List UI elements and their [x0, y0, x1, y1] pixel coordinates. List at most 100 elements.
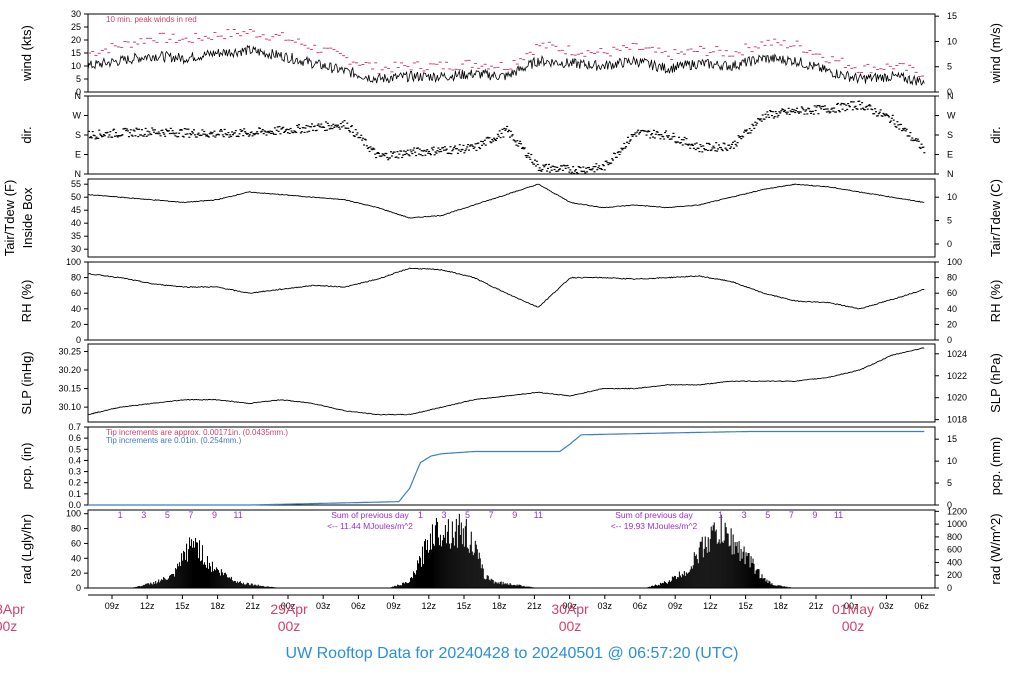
left-tick-label: 0.2 [68, 478, 81, 488]
left-tick-label: 60 [71, 288, 81, 298]
time-tick-label: 15z [175, 601, 190, 611]
y-axis-label-right: dir. [988, 126, 1003, 143]
left-tick-label: 0.1 [68, 489, 81, 499]
left-tick-label: 0.4 [68, 455, 81, 465]
left-tick-label: 0.6 [68, 433, 81, 443]
date-label-day: 01May [832, 601, 874, 617]
y-axis-label-left: Tair/Tdew (F) [2, 180, 17, 257]
date-label-day: 30Apr [551, 601, 589, 617]
left-tick-label: 30.15 [58, 384, 81, 394]
series-line-pcp [88, 430, 925, 506]
time-tick-label: 18z [492, 601, 507, 611]
right-tick-label: 400 [947, 557, 962, 567]
series-line-rh [87, 267, 925, 310]
solar-hour-mark: 11 [534, 510, 543, 520]
time-tick-label: 18z [210, 601, 225, 611]
left-tick-label: 80 [71, 273, 81, 283]
time-tick-label: 15z [738, 601, 753, 611]
left-tick-label: 40 [71, 218, 81, 228]
left-tick-label: 100 [66, 509, 81, 519]
solar-hour-mark: 1 [418, 510, 423, 520]
right-tick-label: 1020 [947, 393, 967, 403]
right-tick-label: 1018 [947, 415, 967, 425]
left-tick-label: 30 [71, 9, 81, 19]
y-axis-label-right: wind (m/s) [988, 23, 1003, 84]
time-tick-label: 09z [105, 601, 120, 611]
left-tick-label: W [73, 111, 82, 121]
right-tick-label: 200 [947, 570, 962, 580]
left-tick-label: 0.3 [68, 467, 81, 477]
right-tick-label: 5 [947, 478, 952, 488]
date-label-day: 28Apr [0, 601, 25, 617]
y-axis-label-left: RH (%) [19, 280, 34, 323]
tip-note-blue: Tip increments are 0.01in. (0.254mm.) [106, 436, 242, 445]
series-line-wind [87, 44, 925, 86]
time-tick-label: 03z [598, 601, 613, 611]
right-tick-label: 1000 [947, 519, 967, 529]
right-tick-label: 5 [947, 216, 952, 226]
left-tick-label: 50 [71, 192, 81, 202]
time-tick-label: 21z [809, 601, 824, 611]
left-tick-label: 30 [71, 244, 81, 254]
left-tick-label: N [75, 169, 82, 179]
right-tick-label: 10 [947, 192, 957, 202]
right-tick-label: 1024 [947, 349, 967, 359]
time-tick-label: 00z [844, 601, 859, 611]
solar-hour-mark: 3 [441, 510, 446, 520]
right-tick-label: 40 [947, 304, 957, 314]
series-line-slp [87, 347, 925, 416]
time-tick-label: 03z [316, 601, 331, 611]
left-tick-label: 0 [76, 87, 81, 97]
left-tick-label: 55 [71, 179, 81, 189]
solar-hour-mark: 1 [118, 510, 123, 520]
left-tick-label: 40 [71, 304, 81, 314]
time-tick-label: 21z [527, 601, 542, 611]
date-label-day: 29Apr [270, 601, 308, 617]
y-axis-label-left: SLP (inHg) [19, 351, 34, 414]
left-tick-label: N [75, 91, 82, 101]
panel-frame-slp [87, 343, 936, 423]
left-tick-label: 30.20 [58, 365, 81, 375]
solar-hour-mark: 7 [188, 510, 193, 520]
time-tick-label: 12z [140, 601, 155, 611]
rad-sum-note: Sum of previous day [615, 510, 693, 520]
y-axis-label-left: wind (kts) [19, 25, 34, 82]
right-tick-label: 0 [947, 87, 952, 97]
right-tick-label: 600 [947, 545, 962, 555]
left-tick-label: 40 [71, 553, 81, 563]
left-tick-label: 35 [71, 231, 81, 241]
right-tick-label: 15 [947, 434, 957, 444]
solar-hour-mark: 9 [812, 510, 817, 520]
right-tick-label: 5 [947, 62, 952, 72]
left-tick-label: S [75, 130, 81, 140]
left-tick-label: 20 [71, 35, 81, 45]
left-tick-label: 80 [71, 524, 81, 534]
right-tick-label: 0 [947, 335, 952, 345]
right-tick-label: 60 [947, 288, 957, 298]
solar-hour-mark: 7 [489, 510, 494, 520]
right-tick-label: 1022 [947, 371, 967, 381]
y-axis-label-left: dir. [19, 126, 34, 143]
solar-hour-mark: 11 [233, 510, 242, 520]
right-tick-label: 10 [947, 36, 957, 46]
left-tick-label: 30.10 [58, 402, 81, 412]
left-tick-label: 100 [66, 257, 81, 267]
left-tick-label: 60 [71, 538, 81, 548]
time-tick-label: 00z [562, 601, 577, 611]
left-tick-label: 0.5 [68, 444, 81, 454]
left-tick-label: 0.7 [68, 422, 81, 432]
solar-hour-mark: 5 [465, 510, 470, 520]
left-tick-label: 20 [71, 319, 81, 329]
date-label-hour: 00z [842, 618, 865, 634]
peak-wind-note: 10 min. peak winds in red [106, 15, 197, 24]
right-tick-label: W [947, 111, 956, 121]
right-tick-label: 800 [947, 532, 962, 542]
left-tick-label: 15 [71, 48, 81, 58]
right-tick-label: 0 [947, 239, 952, 249]
solar-hour-mark: 9 [212, 510, 217, 520]
left-tick-label: 25 [71, 22, 81, 32]
y-axis-label-right: RH (%) [988, 280, 1003, 323]
right-tick-label: S [947, 130, 953, 140]
time-tick-label: 00z [281, 601, 296, 611]
